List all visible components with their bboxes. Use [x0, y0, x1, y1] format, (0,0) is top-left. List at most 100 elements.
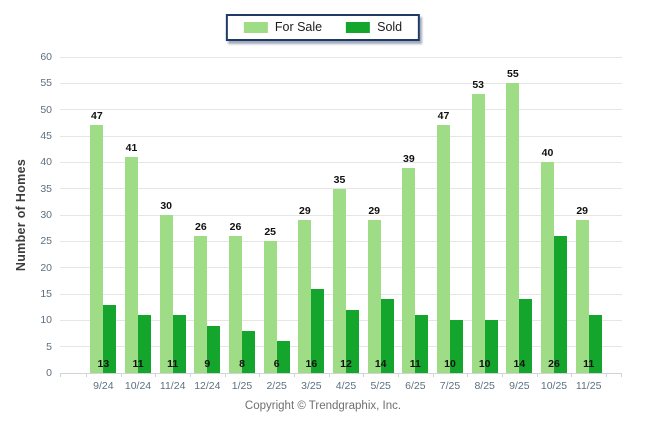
x-axis-tick [363, 373, 365, 377]
sold-value-label: 11 [167, 358, 179, 370]
for-sale-value-label: 26 [229, 221, 242, 234]
y-tick-label-30: 30 [40, 209, 52, 221]
legend-label-for-sale: For Sale [274, 20, 323, 34]
plot-area: 0 5 10 15 20 25 30 35 40 45 50 55 60 47 13 9/24 41 11 10/2… [40, 51, 622, 392]
for-sale-bar[interactable] [90, 125, 104, 373]
sold-bar[interactable] [207, 325, 221, 373]
x-axis-tick [294, 373, 295, 377]
x-axis-label-10-25: 10/25 [540, 380, 568, 392]
sold-bar[interactable] [346, 309, 359, 373]
sold-bar[interactable] [380, 299, 394, 373]
x-axis-tick [467, 373, 469, 377]
sold-value-label: 26 [548, 358, 560, 370]
for-sale-bar[interactable] [471, 93, 485, 373]
y-tick-label-10: 10 [40, 314, 52, 327]
x-axis-label-4-25: 4/25 [335, 380, 357, 392]
for-sale-value-label: 53 [472, 78, 484, 91]
for-sale-value-label: 29 [298, 205, 311, 218]
y-tick-label-20: 20 [40, 261, 52, 274]
y-tick-label-45: 45 [40, 130, 52, 142]
copyright-text: Copyright © Trendgraphix, Inc. [244, 400, 402, 412]
for-sale-bar[interactable] [125, 157, 138, 373]
sold-bar[interactable] [588, 315, 602, 373]
sold-value-label: 11 [409, 358, 421, 370]
sold-value-label: 9 [204, 358, 211, 370]
legend-item-sold[interactable]: Sold [346, 20, 402, 34]
x-axis-tick [502, 373, 503, 377]
x-axis-tick [259, 373, 261, 377]
x-axis-label-9-24: 9/24 [93, 380, 114, 392]
x-axis-tick [60, 373, 61, 377]
for-sale-value-label: 26 [194, 221, 207, 234]
for-sale-bar[interactable] [159, 215, 173, 373]
gridline-45 [60, 135, 622, 137]
sold-value-label: 10 [444, 358, 456, 370]
y-tick-label-60: 60 [40, 51, 52, 63]
for-sale-bar[interactable] [541, 162, 554, 373]
for-sale-swatch-icon [243, 21, 268, 33]
legend-item-for-sale[interactable]: For Sale [243, 20, 323, 34]
x-axis-tick [432, 373, 434, 377]
x-axis-tick [86, 373, 87, 377]
x-axis-label-11-24: 11/24 [159, 380, 186, 392]
for-sale-bar[interactable] [367, 220, 381, 373]
sold-value-label: 10 [478, 358, 491, 370]
x-axis-label-8-25: 8/25 [474, 380, 495, 392]
x-axis-tick [536, 373, 538, 377]
sold-bar[interactable] [519, 299, 533, 373]
for-sale-bar[interactable] [506, 83, 520, 373]
sold-bar[interactable] [172, 315, 186, 373]
for-sale-value-label: 40 [541, 147, 554, 160]
legend-label-sold: Sold [377, 20, 403, 34]
gridline-0 [60, 372, 622, 374]
for-sale-value-label: 55 [506, 68, 519, 81]
gridline-40 [60, 161, 622, 163]
sold-bar[interactable] [484, 320, 498, 373]
for-sale-bar[interactable] [263, 241, 277, 373]
sold-bar[interactable] [415, 315, 429, 373]
y-tick-label-50: 50 [40, 103, 52, 116]
for-sale-value-label: 47 [90, 110, 103, 123]
x-axis-tick [190, 373, 191, 377]
sold-bar[interactable] [242, 330, 255, 373]
for-sale-value-label: 29 [368, 205, 380, 218]
y-tick-label-40: 40 [40, 156, 52, 169]
for-sale-value-label: 41 [125, 142, 138, 155]
y-tick-label-0: 0 [46, 367, 52, 379]
x-axis-tick [120, 373, 122, 377]
sold-value-label: 14 [513, 358, 526, 370]
x-axis-tick [398, 373, 399, 377]
x-axis-label-3-25: 3/25 [301, 380, 322, 392]
y-tick-label-55: 55 [40, 77, 52, 90]
for-sale-bar[interactable] [402, 167, 416, 373]
y-tick-label-25: 25 [40, 235, 52, 248]
for-sale-bar[interactable] [333, 188, 346, 373]
chart-legend: For Sale Sold [225, 14, 421, 41]
for-sale-bar[interactable] [575, 220, 589, 373]
for-sale-value-label: 35 [333, 173, 346, 186]
sold-value-label: 11 [132, 358, 144, 370]
sold-value-label: 6 [273, 358, 280, 370]
for-sale-value-label: 39 [402, 152, 415, 165]
sold-bar[interactable] [103, 304, 117, 373]
x-axis-label-12-24: 12/24 [194, 380, 221, 392]
x-axis-tick [224, 373, 226, 377]
x-axis-label-10-24: 10/24 [124, 380, 152, 392]
for-sale-value-label: 29 [576, 205, 588, 218]
sold-bar[interactable] [450, 320, 463, 373]
sold-bar[interactable] [311, 288, 325, 373]
gridline-60 [60, 56, 622, 58]
sold-bar[interactable] [554, 236, 567, 373]
x-axis-label-6-25: 6/25 [405, 380, 426, 392]
x-axis-label-9-25: 9/25 [509, 380, 530, 392]
sold-bar[interactable] [276, 341, 290, 373]
for-sale-bar[interactable] [437, 125, 450, 373]
sold-value-label: 16 [305, 358, 318, 370]
x-axis-label-1-25: 1/25 [231, 380, 253, 392]
for-sale-bar[interactable] [298, 220, 312, 373]
sold-swatch-icon [346, 21, 371, 33]
for-sale-bar[interactable] [229, 236, 242, 373]
for-sale-bar[interactable] [194, 236, 208, 373]
sold-bar[interactable] [138, 315, 151, 373]
